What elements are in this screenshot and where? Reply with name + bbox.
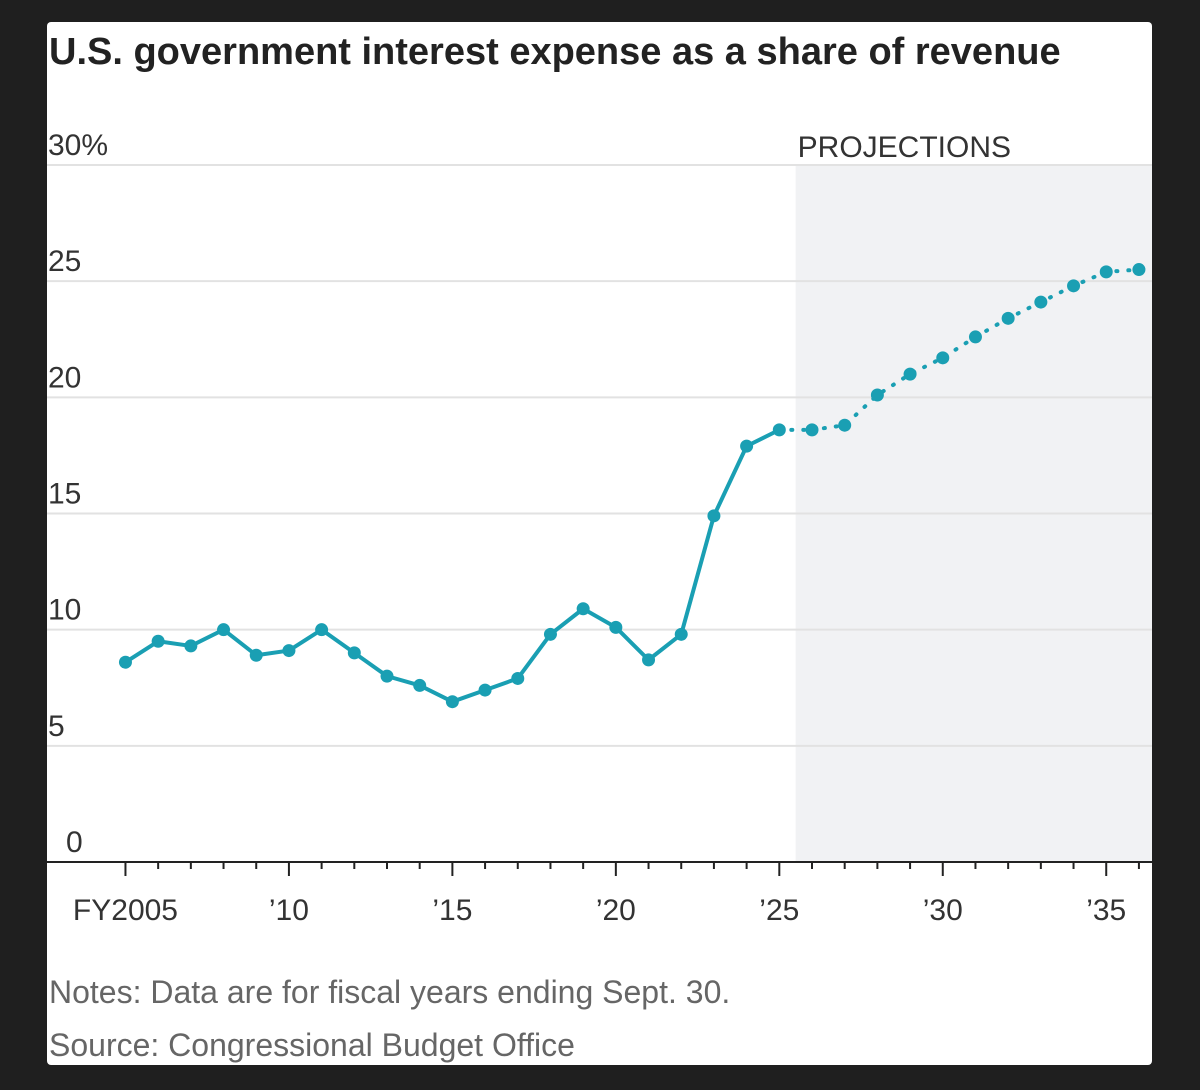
x-tick-label: FY2005	[73, 894, 178, 927]
data-point	[1034, 295, 1048, 309]
data-point	[805, 423, 819, 437]
data-point	[968, 330, 982, 344]
data-point	[413, 678, 427, 692]
data-point	[740, 439, 754, 453]
data-point	[674, 627, 688, 641]
y-tick-label: 5	[48, 710, 65, 743]
y-tick-label: 15	[48, 478, 81, 511]
data-point	[282, 644, 296, 658]
data-point	[478, 683, 492, 697]
data-point	[151, 634, 165, 648]
data-point	[315, 623, 329, 637]
data-point	[576, 602, 590, 616]
source: Source: Congressional Budget Office	[49, 1027, 575, 1063]
data-point	[870, 388, 884, 402]
data-point	[118, 655, 132, 669]
data-point	[609, 620, 623, 634]
y-tick-label: 20	[48, 361, 81, 394]
data-point	[1099, 265, 1113, 279]
data-point	[1132, 263, 1146, 277]
data-point	[936, 351, 950, 365]
data-point	[184, 639, 198, 653]
data-point	[838, 418, 852, 432]
data-point	[543, 627, 557, 641]
data-point	[707, 509, 721, 523]
y-tick-label: 30%	[48, 129, 108, 162]
x-tick-label: ’20	[596, 894, 636, 927]
data-point	[642, 653, 656, 667]
x-tick-label: ’10	[269, 894, 309, 927]
data-point	[511, 671, 525, 685]
data-point	[347, 646, 361, 660]
notes: Notes: Data are for fiscal years ending …	[49, 974, 730, 1010]
chart-title: U.S. government interest expense as a sh…	[49, 31, 1061, 73]
data-point	[1001, 311, 1015, 325]
x-tick-label: ’15	[432, 894, 472, 927]
projection-label: PROJECTIONS	[798, 131, 1011, 164]
data-point	[217, 623, 231, 637]
data-point	[445, 695, 459, 709]
x-tick-label: ’35	[1086, 894, 1126, 927]
data-point	[1067, 279, 1081, 293]
y-tick-label: 0	[66, 826, 83, 859]
data-point	[903, 367, 917, 381]
data-point	[249, 648, 263, 662]
y-tick-label: 25	[48, 245, 81, 278]
x-tick-label: ’30	[923, 894, 963, 927]
y-tick-label: 10	[48, 594, 81, 627]
data-point	[380, 669, 394, 683]
x-tick-label: ’25	[759, 894, 799, 927]
